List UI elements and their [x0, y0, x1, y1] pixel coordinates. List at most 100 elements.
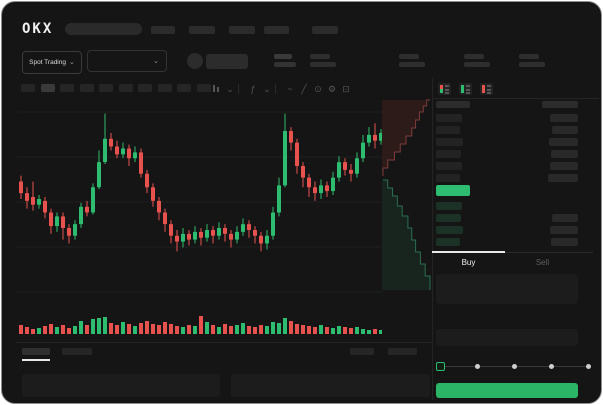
toolbar-divider — [275, 84, 276, 94]
interval-button[interactable] — [60, 84, 74, 92]
amount-input[interactable] — [436, 329, 578, 346]
market-type-dropdown[interactable]: Spot Trading ⌄ — [22, 51, 82, 74]
bid-row-price[interactable] — [436, 226, 463, 234]
ticker-stat-value — [464, 62, 490, 67]
toggle-col-top — [440, 85, 443, 89]
buy-button[interactable] — [436, 383, 578, 398]
bottom-bar-link-1[interactable] — [350, 348, 374, 355]
interval-button[interactable] — [40, 84, 55, 92]
bottom-divider — [16, 342, 432, 343]
ask-row-price[interactable] — [436, 174, 460, 182]
chevron-down-icon: ⌄ — [68, 59, 75, 66]
volume-chart — [19, 316, 382, 334]
interval-button[interactable] — [157, 84, 172, 92]
candle-bar — [213, 85, 215, 92]
bid-row-price[interactable] — [436, 214, 461, 222]
tab-buy[interactable]: Buy — [461, 258, 476, 267]
screenshot-icon[interactable]: ⊙ — [314, 84, 322, 94]
ask-row-amount — [548, 174, 578, 182]
toggle-line — [445, 88, 449, 91]
candle-bar — [217, 87, 219, 92]
ask-row-price[interactable] — [436, 150, 461, 158]
ticker-stat-value — [310, 62, 336, 67]
coin-avatar[interactable] — [187, 53, 203, 69]
ask-row-amount — [549, 138, 578, 146]
chart-type-chevron-icon[interactable]: ⌄ — [226, 84, 234, 94]
depth-chart — [382, 99, 431, 290]
ask-row-amount — [551, 150, 578, 158]
ask-row-price[interactable] — [436, 138, 463, 146]
toggle-col-bottom — [440, 89, 443, 93]
price-input[interactable] — [436, 274, 578, 304]
line-tool-icon[interactable]: ~ — [287, 84, 293, 94]
ask-row-price[interactable] — [436, 114, 462, 122]
bottom-drawer-right — [231, 374, 430, 397]
toggle-line — [466, 92, 470, 94]
ask-row-price[interactable] — [436, 126, 460, 134]
bid-row-amount — [552, 214, 578, 222]
candlestick-chart[interactable] — [17, 98, 382, 296]
interval-button[interactable] — [196, 84, 211, 92]
nav-item[interactable] — [151, 26, 175, 34]
ask-row-amount — [550, 162, 578, 170]
toggle-line — [487, 88, 491, 91]
settings-icon[interactable]: ⚙ — [327, 84, 337, 94]
orderbook-top-divider — [433, 98, 599, 99]
orderbook-view-bids-icon[interactable] — [459, 83, 472, 95]
slider-stop-25[interactable] — [474, 363, 480, 369]
orderbook-amount-header-placeholder — [542, 101, 578, 108]
chart-type-icon[interactable] — [212, 84, 221, 94]
slider-stop-75[interactable] — [548, 363, 554, 369]
toggle-line — [487, 85, 491, 87]
bid-row-amount — [550, 226, 578, 234]
tab-sell[interactable]: Sell — [535, 258, 550, 267]
slider-handle[interactable] — [436, 362, 445, 371]
ticker-stat-label — [310, 54, 330, 59]
toggle-col-bottom — [461, 89, 464, 93]
market-type-label: Spot Trading — [29, 59, 66, 66]
orderbook-last-price[interactable] — [436, 185, 470, 196]
search-input[interactable] — [65, 23, 142, 35]
nav-item[interactable] — [229, 26, 255, 34]
interval-button[interactable] — [118, 84, 133, 92]
toggle-line — [466, 88, 470, 91]
toggle-col-top — [461, 85, 464, 89]
pair-name-placeholder — [206, 54, 248, 69]
bid-row-amount — [551, 238, 578, 246]
ticker-stat-label — [519, 54, 539, 59]
interval-button[interactable] — [79, 84, 94, 92]
ask-row-amount — [552, 126, 578, 134]
bid-row-price[interactable] — [436, 238, 460, 246]
interval-button[interactable] — [177, 84, 191, 92]
price-change-placeholder — [274, 62, 296, 67]
draw-tool-icon[interactable]: ╱ — [301, 84, 307, 94]
ask-row-amount — [550, 114, 578, 122]
indicators-chevron-icon[interactable]: ⌄ — [263, 84, 271, 94]
toggle-line — [445, 85, 449, 87]
ticker-stat-value — [519, 62, 545, 67]
ticker-stat-label — [399, 54, 419, 59]
bid-row-price[interactable] — [436, 202, 462, 210]
toggle-col-top — [482, 85, 485, 89]
slider-stop-50[interactable] — [511, 363, 517, 369]
interval-button[interactable] — [21, 84, 35, 92]
okx-logo[interactable]: OKX — [22, 21, 54, 37]
toggle-line — [445, 92, 449, 94]
last-price-placeholder — [274, 54, 292, 59]
nav-item[interactable] — [312, 26, 338, 34]
orderbook-view-both-icon[interactable] — [438, 83, 451, 95]
interval-button[interactable] — [138, 84, 152, 92]
bottom-bar-link-2[interactable] — [388, 348, 417, 355]
ask-row-price[interactable] — [436, 162, 462, 170]
interval-button[interactable] — [99, 84, 113, 92]
bottom-tab-history[interactable] — [62, 348, 92, 355]
nav-item[interactable] — [264, 26, 289, 34]
nav-item[interactable] — [189, 26, 215, 34]
pair-selector-dropdown[interactable]: ⌄ — [87, 50, 167, 72]
orderbook-view-asks-icon[interactable] — [480, 83, 493, 95]
slider-stop-100[interactable] — [585, 363, 591, 369]
bottom-tab-orders[interactable] — [22, 348, 50, 355]
sell-tab-divider — [505, 252, 593, 253]
fullscreen-icon[interactable]: ⊡ — [342, 84, 350, 94]
indicators-icon[interactable]: ƒ — [250, 84, 256, 94]
